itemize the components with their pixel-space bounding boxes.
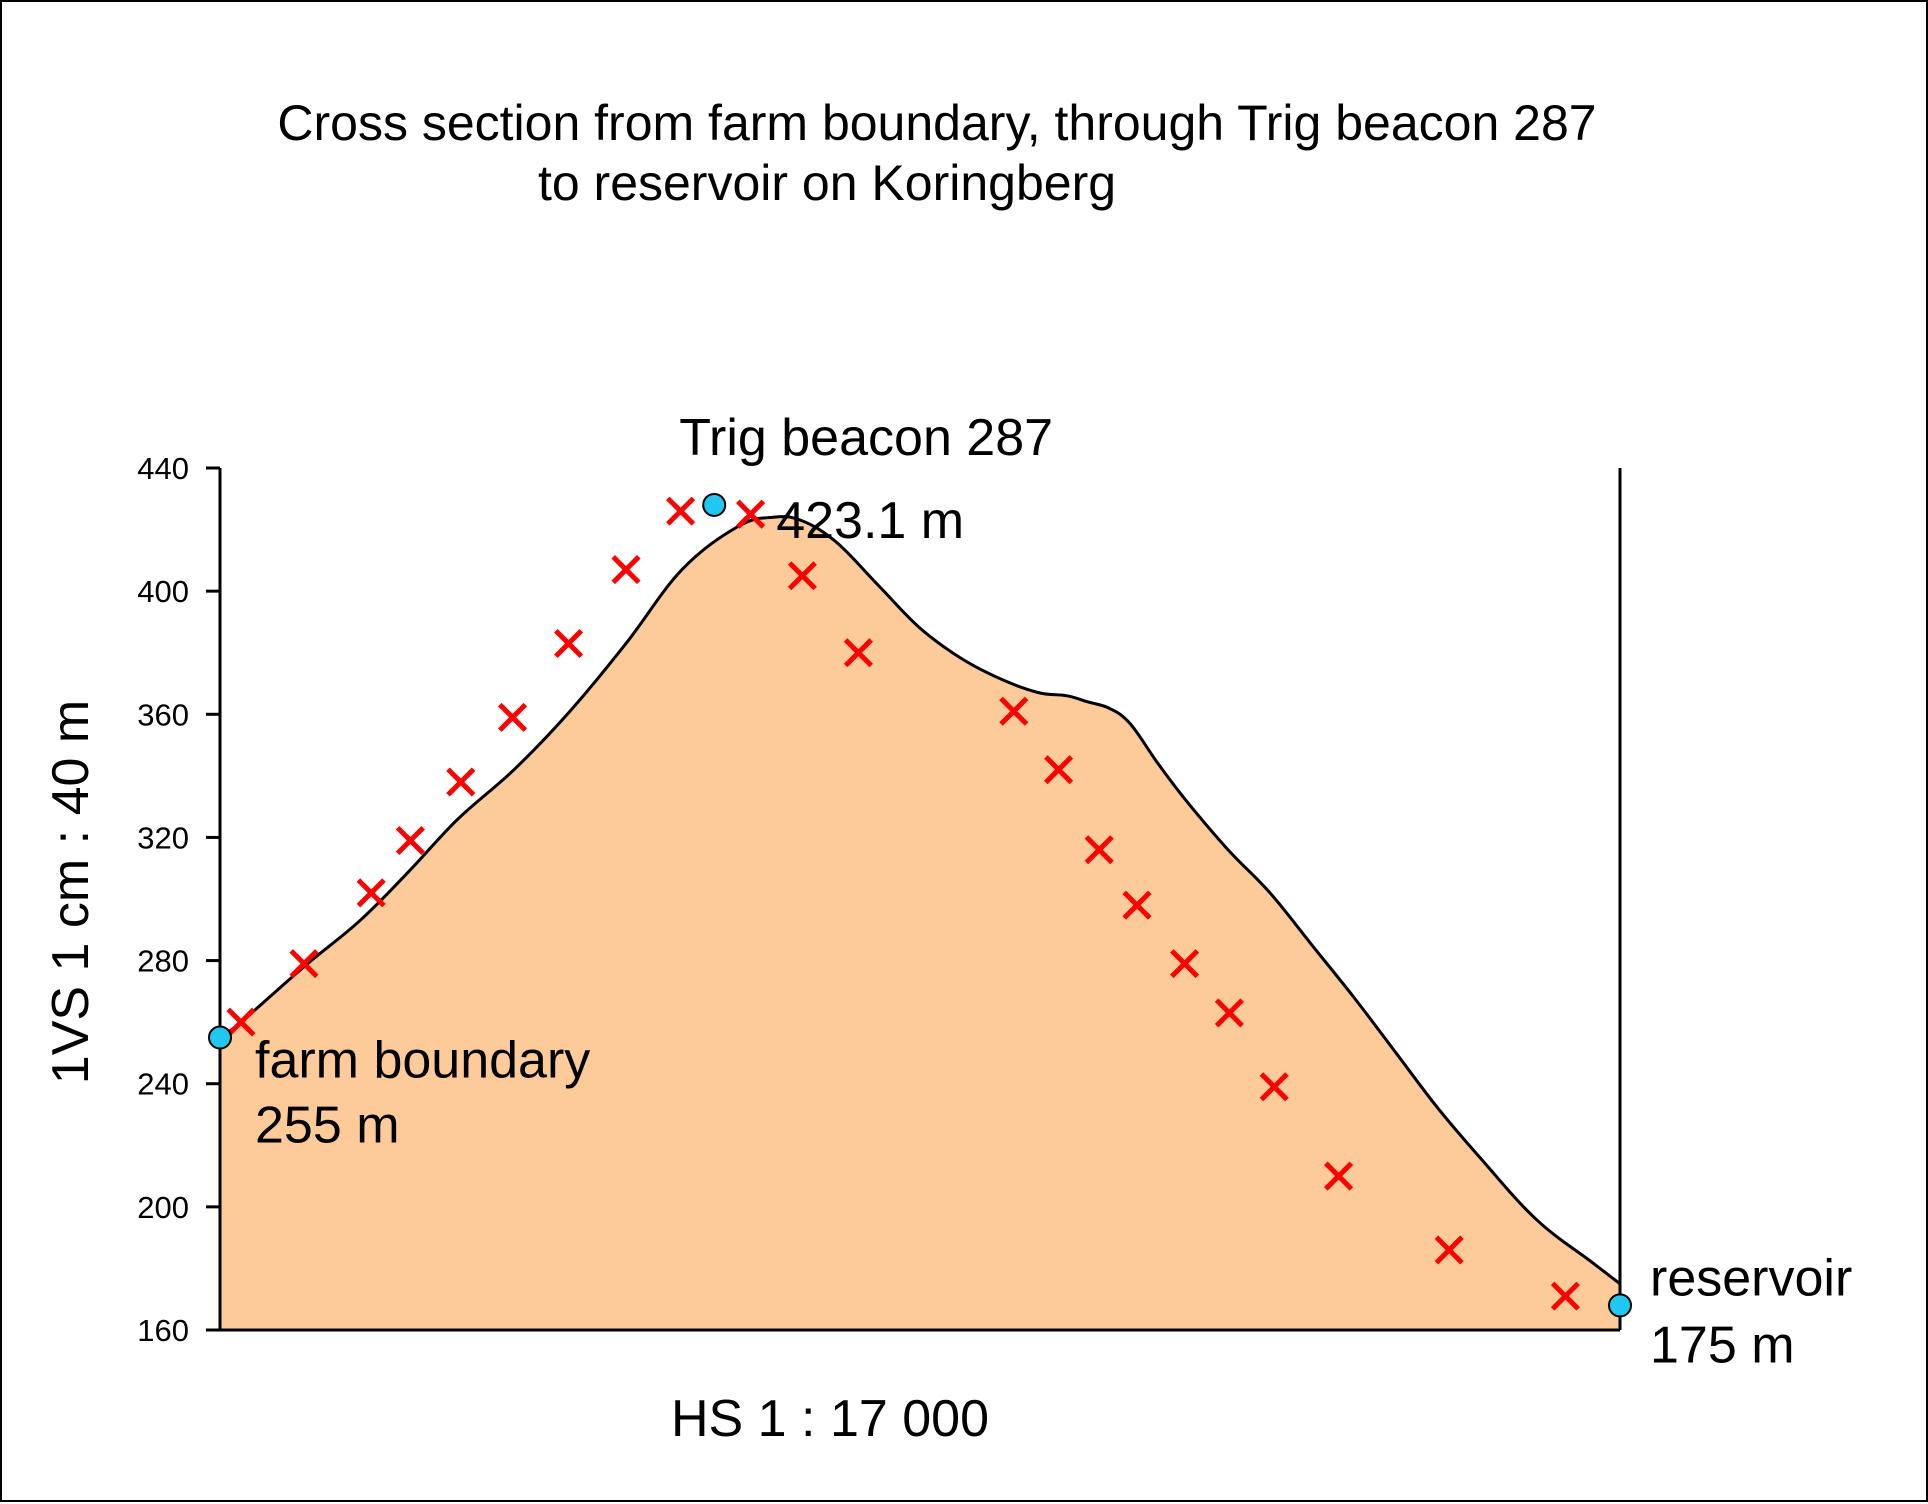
x-marker [843, 638, 873, 668]
y-tick-label: 320 [137, 820, 189, 855]
x-marker [1044, 755, 1074, 785]
feature-point-value: 175 m [1650, 1316, 1795, 1374]
x-marker [736, 499, 766, 529]
feature-point-label: Trig beacon 287 [679, 409, 1053, 467]
feature-point-label: farm boundary [255, 1032, 590, 1090]
title-line-1: Cross section from farm boundary, throug… [277, 95, 1596, 151]
feature-point-marker [1608, 1293, 1632, 1318]
y-tick-label: 400 [137, 574, 189, 609]
x-marker [356, 878, 386, 908]
x-marker [666, 496, 696, 526]
x-marker [289, 949, 319, 979]
feature-point-value: 255 m [255, 1097, 400, 1155]
x-marker [226, 1007, 256, 1037]
feature-point-value: 423.1 m [776, 492, 964, 550]
y-tick-label: 280 [137, 944, 189, 979]
x-markers [226, 496, 1580, 1311]
x-marker [1324, 1161, 1354, 1191]
y-ticks: 160 200 240 280 320 360 400 440 [137, 451, 220, 1348]
x-marker [1259, 1072, 1289, 1102]
x-marker [999, 696, 1029, 726]
terrain-profile-line [219, 515, 1621, 1286]
x-marker [554, 628, 584, 659]
x-marker [395, 825, 425, 856]
feature-points: farm boundary 255 m Trig beacon 287 423.1 m… [208, 409, 1852, 1374]
terrain-area [220, 516, 1620, 1330]
axes [218, 468, 1622, 1332]
title-line-2: to reservoir on Koringberg [538, 155, 1116, 211]
y-tick-label: 440 [137, 451, 189, 486]
feature-point-label: reservoir [1650, 1249, 1852, 1307]
y-tick-label: 360 [137, 697, 189, 732]
y-axis-label: 1VS 1 cm : 40 m [42, 700, 100, 1084]
x-marker [787, 561, 817, 591]
feature-point-marker [208, 1025, 232, 1050]
x-marker [498, 702, 528, 732]
x-marker [1170, 949, 1200, 979]
x-axis-label: HS 1 : 17 000 [671, 1390, 989, 1448]
x-marker [1122, 890, 1152, 920]
x-marker [1084, 835, 1114, 865]
x-marker [1550, 1281, 1580, 1311]
x-marker [446, 767, 476, 797]
y-tick-label: 200 [137, 1190, 189, 1225]
x-marker [1434, 1235, 1464, 1265]
x-marker [611, 555, 641, 585]
y-tick-label: 160 [137, 1313, 189, 1348]
chart-title: Cross section from farm boundary, throug… [277, 95, 1596, 211]
y-tick-label: 240 [137, 1067, 189, 1102]
x-marker [1214, 998, 1244, 1028]
feature-point-marker [702, 492, 727, 517]
